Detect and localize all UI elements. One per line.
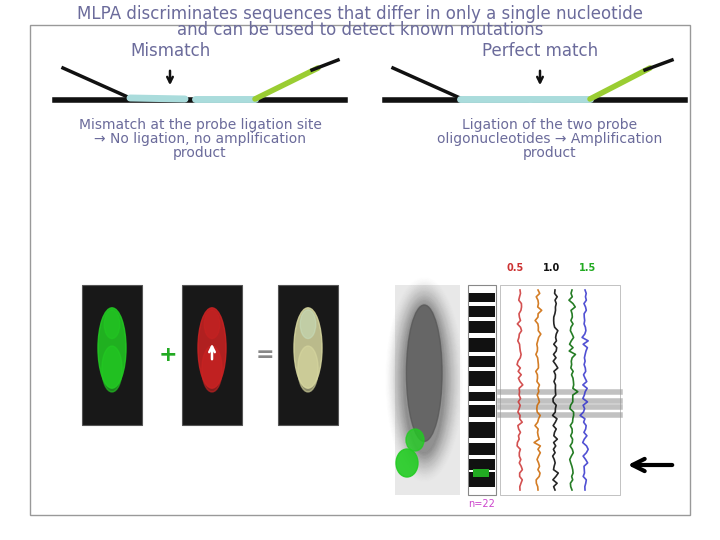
Text: Mismatch: Mismatch xyxy=(130,42,210,60)
Bar xyxy=(469,392,495,401)
Text: → No ligation, no amplification: → No ligation, no amplification xyxy=(94,132,306,146)
Text: and can be used to detect known mutations: and can be used to detect known mutation… xyxy=(176,21,544,39)
Ellipse shape xyxy=(102,346,122,392)
Ellipse shape xyxy=(405,306,444,453)
Bar xyxy=(473,469,489,477)
Text: oligonucleotides → Amplification: oligonucleotides → Amplification xyxy=(437,132,662,146)
Bar xyxy=(468,285,496,495)
Text: Mismatch at the probe ligation site: Mismatch at the probe ligation site xyxy=(78,118,321,132)
Ellipse shape xyxy=(406,305,442,442)
Bar xyxy=(469,356,495,367)
Text: =: = xyxy=(256,345,274,365)
Bar xyxy=(469,472,495,487)
Ellipse shape xyxy=(298,346,318,392)
Ellipse shape xyxy=(204,310,220,339)
Bar xyxy=(395,285,460,495)
Text: +: + xyxy=(158,345,177,365)
Ellipse shape xyxy=(104,310,120,339)
Ellipse shape xyxy=(404,305,445,455)
Bar xyxy=(278,285,338,425)
Text: 1.0: 1.0 xyxy=(544,263,561,273)
Ellipse shape xyxy=(406,429,424,451)
Text: n=22: n=22 xyxy=(469,499,495,509)
Bar xyxy=(469,442,495,455)
Bar xyxy=(469,371,495,386)
Ellipse shape xyxy=(402,303,446,456)
Ellipse shape xyxy=(98,308,126,388)
Bar xyxy=(469,404,495,417)
Text: product: product xyxy=(523,146,577,160)
Bar xyxy=(500,285,620,495)
Text: MLPA discriminates sequences that differ in only a single nucleotide: MLPA discriminates sequences that differ… xyxy=(77,5,643,23)
Bar xyxy=(82,285,142,425)
Ellipse shape xyxy=(202,346,222,392)
Text: 1.5: 1.5 xyxy=(580,263,597,273)
Ellipse shape xyxy=(396,449,418,477)
Text: Ligation of the two probe: Ligation of the two probe xyxy=(462,118,638,132)
Bar xyxy=(469,293,495,302)
Bar xyxy=(469,338,495,352)
Bar xyxy=(469,460,495,470)
Ellipse shape xyxy=(294,308,322,388)
Ellipse shape xyxy=(198,308,226,388)
Bar xyxy=(469,422,495,438)
Bar xyxy=(469,321,495,333)
Text: 0.5: 0.5 xyxy=(506,263,523,273)
Ellipse shape xyxy=(402,301,446,457)
Text: product: product xyxy=(174,146,227,160)
Ellipse shape xyxy=(300,310,316,339)
Text: Perfect match: Perfect match xyxy=(482,42,598,60)
Bar xyxy=(469,306,495,316)
Bar xyxy=(182,285,242,425)
